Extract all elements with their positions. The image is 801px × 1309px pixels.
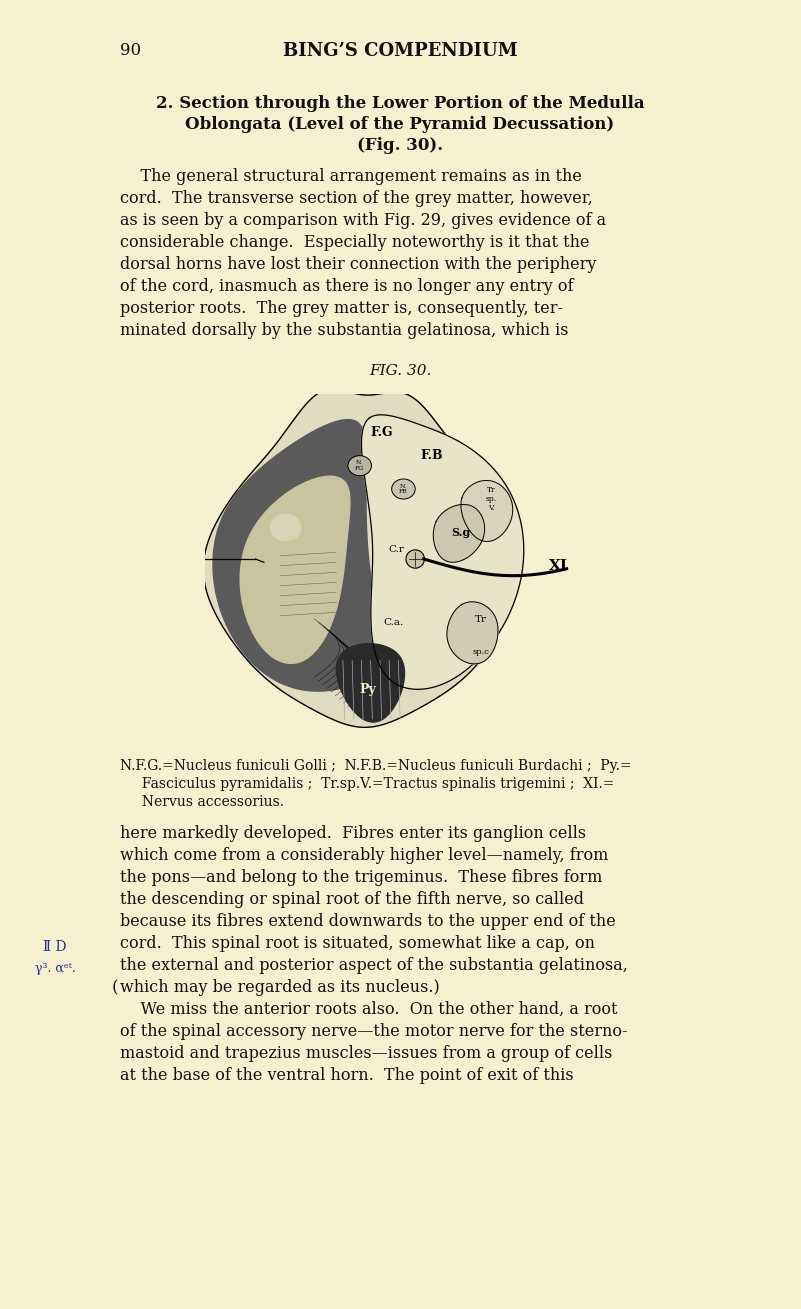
Text: F.G: F.G	[370, 425, 393, 439]
Ellipse shape	[348, 456, 372, 475]
Text: BING’S COMPENDIUM: BING’S COMPENDIUM	[283, 42, 517, 60]
Text: N.
FB: N. FB	[399, 483, 408, 495]
Text: as is seen by a comparison with Fig. 29, gives evidence of a: as is seen by a comparison with Fig. 29,…	[120, 212, 606, 229]
Polygon shape	[433, 504, 485, 563]
Ellipse shape	[271, 514, 301, 541]
Polygon shape	[213, 420, 381, 691]
Text: the pons—and belong to the trigeminus.  These fibres form: the pons—and belong to the trigeminus. T…	[120, 869, 602, 886]
Polygon shape	[461, 480, 513, 542]
Text: because its fibres extend downwards to the upper end of the: because its fibres extend downwards to t…	[120, 912, 616, 929]
Polygon shape	[240, 476, 350, 664]
Text: (: (	[111, 979, 118, 996]
Text: posterior roots.  The grey matter is, consequently, ter-: posterior roots. The grey matter is, con…	[120, 300, 563, 317]
Circle shape	[406, 550, 425, 568]
Text: Ⅱ D: Ⅱ D	[43, 940, 66, 954]
Text: of the spinal accessory nerve—the motor nerve for the sterno-: of the spinal accessory nerve—the motor …	[120, 1024, 627, 1039]
Text: which come from a considerably higher level—namely, from: which come from a considerably higher le…	[120, 847, 609, 864]
Text: cord.  This spinal root is situated, somewhat like a cap, on: cord. This spinal root is situated, some…	[120, 935, 595, 952]
Text: the external and posterior aspect of the substantia gelatinosa,: the external and posterior aspect of the…	[120, 957, 628, 974]
Text: C.a.: C.a.	[383, 618, 404, 627]
Text: Tr
sp.
V.: Tr sp. V.	[485, 486, 497, 512]
Text: S.g: S.g	[451, 526, 470, 538]
Text: mastoid and trapezius muscles—issues from a group of cells: mastoid and trapezius muscles—issues fro…	[120, 1045, 613, 1062]
Text: F.B: F.B	[421, 449, 444, 462]
Polygon shape	[203, 389, 513, 728]
Text: 2. Section through the Lower Portion of the Medulla: 2. Section through the Lower Portion of …	[155, 96, 644, 113]
Text: here markedly developed.  Fibres enter its ganglion cells: here markedly developed. Fibres enter it…	[120, 825, 586, 842]
Text: Fasciculus pyramidalis ;  Tr.sp.V.=Tractus spinalis trigemini ;  XI.=: Fasciculus pyramidalis ; Tr.sp.V.=Tractu…	[120, 778, 614, 791]
Polygon shape	[447, 602, 498, 664]
Text: 90: 90	[120, 42, 141, 59]
Text: N.
FG: N. FG	[355, 461, 364, 471]
Text: The general structural arrangement remains as in the: The general structural arrangement remai…	[120, 168, 582, 185]
Text: considerable change.  Especially noteworthy is it that the: considerable change. Especially notewort…	[120, 234, 590, 251]
Text: We miss the anterior roots also.  On the other hand, a root: We miss the anterior roots also. On the …	[120, 1001, 618, 1018]
Text: the descending or spinal root of the fifth nerve, so called: the descending or spinal root of the fif…	[120, 891, 584, 908]
Text: N.F.G.=Nucleus funiculi Golli ;  N.F.B.=Nucleus funiculi Burdachi ;  Py.=: N.F.G.=Nucleus funiculi Golli ; N.F.B.=N…	[120, 759, 631, 774]
Text: (Fig. 30).: (Fig. 30).	[357, 137, 443, 154]
Text: FIG. 30.: FIG. 30.	[368, 364, 431, 378]
Text: γ³. αᵉᵗ.: γ³. αᵉᵗ.	[34, 962, 75, 975]
Ellipse shape	[392, 479, 415, 499]
Polygon shape	[336, 644, 405, 723]
Text: XI: XI	[549, 559, 568, 572]
Text: Nervus accessorius.: Nervus accessorius.	[120, 795, 284, 809]
Polygon shape	[361, 415, 524, 690]
Text: Py: Py	[360, 682, 376, 695]
Text: dorsal horns have lost their connection with the periphery: dorsal horns have lost their connection …	[120, 257, 597, 274]
Text: C.r: C.r	[388, 545, 405, 554]
Text: cord.  The transverse section of the grey matter, however,: cord. The transverse section of the grey…	[120, 190, 593, 207]
Text: of the cord, inasmuch as there is no longer any entry of: of the cord, inasmuch as there is no lon…	[120, 278, 574, 295]
Text: at the base of the ventral horn.  The point of exit of this: at the base of the ventral horn. The poi…	[120, 1067, 574, 1084]
Text: minated dorsally by the substantia gelatinosa, which is: minated dorsally by the substantia gelat…	[120, 322, 569, 339]
Text: sp.c: sp.c	[473, 648, 489, 656]
Text: Tr: Tr	[475, 614, 487, 623]
Text: Oblongata (Level of the Pyramid Decussation): Oblongata (Level of the Pyramid Decussat…	[185, 117, 614, 134]
Text: which may be regarded as its nucleus.): which may be regarded as its nucleus.)	[120, 979, 440, 996]
